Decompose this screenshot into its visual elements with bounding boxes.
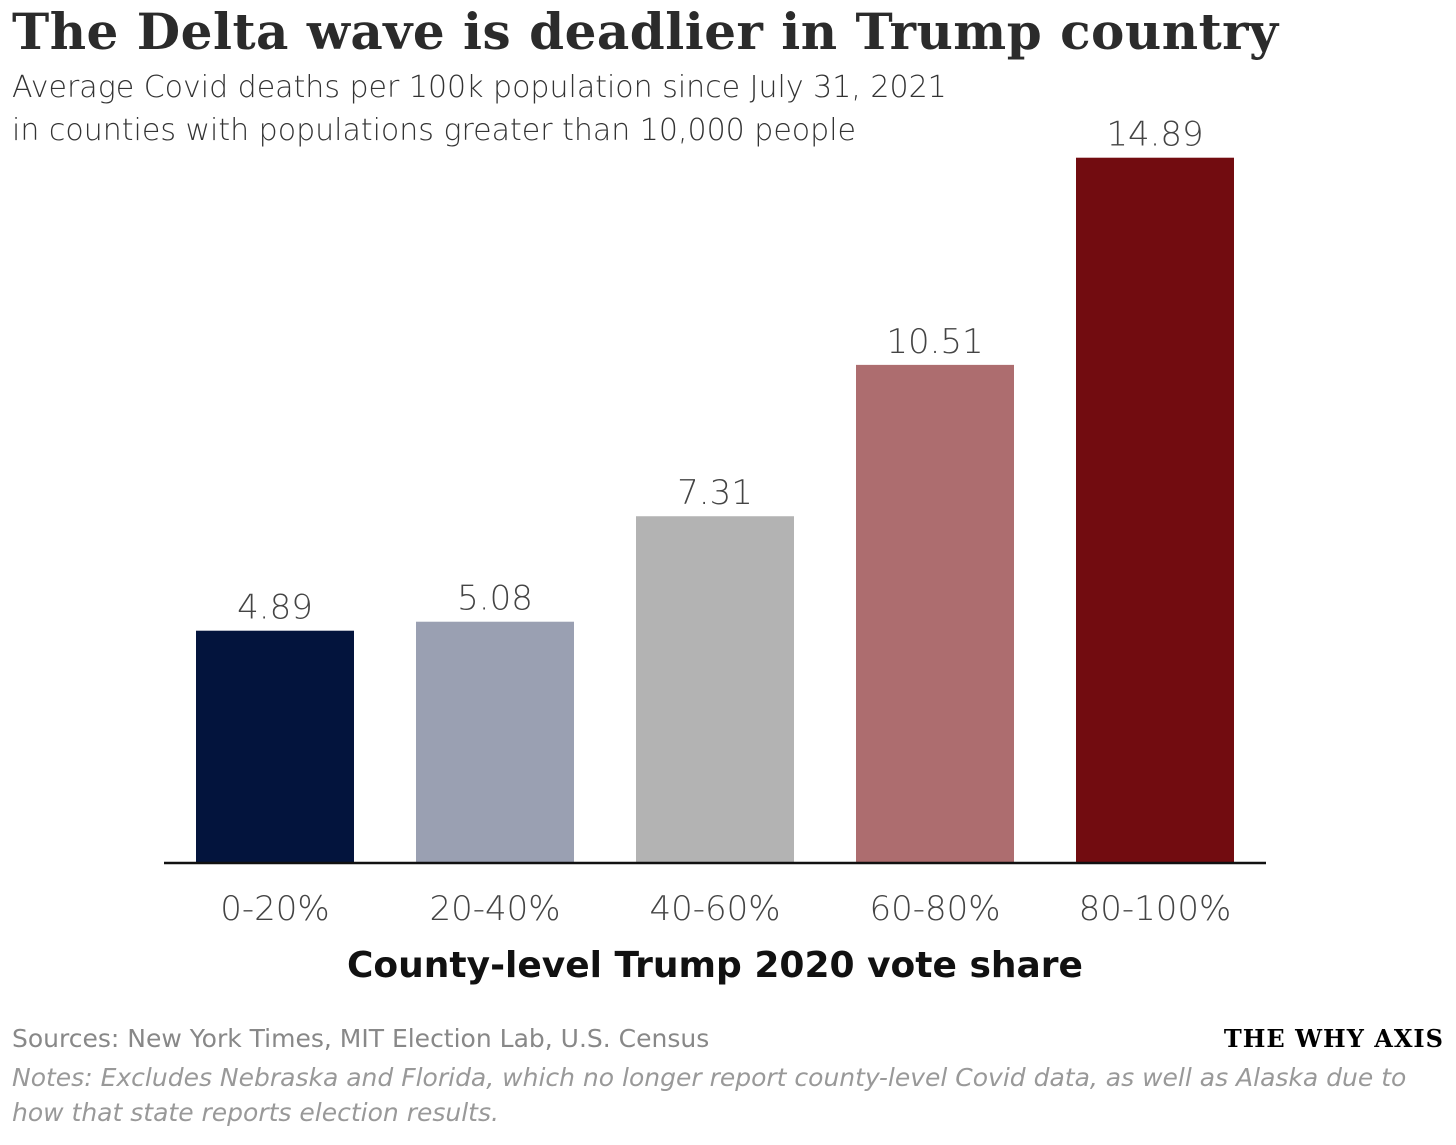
- x-tick-label: 80-100%: [1079, 889, 1232, 929]
- x-axis-title: County-level Trump 2020 vote share: [347, 945, 1083, 986]
- bar-0-20%: [196, 630, 354, 862]
- brand-logo: THE WHY AXIS: [1223, 1024, 1444, 1053]
- sources-text: Sources: New York Times, MIT Election La…: [12, 1024, 710, 1053]
- data-label: 7.31: [677, 473, 753, 513]
- bar-60-80%: [856, 364, 1014, 862]
- chart-title: The Delta wave is deadlier in Trump coun…: [12, 2, 1279, 61]
- data-label: 14.89: [1106, 115, 1203, 155]
- x-tick-label: 40-60%: [649, 889, 780, 929]
- bar-20-40%: [416, 621, 574, 862]
- chart-subtitle-line-2: in counties with populations greater tha…: [12, 113, 856, 148]
- chart-subtitle-line-1: Average Covid deaths per 100k population…: [12, 70, 947, 105]
- bar-80-100%: [1076, 157, 1234, 862]
- x-tick-label: 60-80%: [869, 889, 1000, 929]
- data-label: 10.51: [886, 322, 983, 362]
- data-label: 5.08: [457, 579, 533, 619]
- x-tick-label: 20-40%: [429, 889, 560, 929]
- bar-40-60%: [636, 516, 794, 862]
- data-label: 4.89: [237, 588, 313, 628]
- x-tick-label: 0-20%: [220, 889, 329, 929]
- notes-text: Notes: Excludes Nebraska and Florida, wh…: [12, 1063, 1407, 1127]
